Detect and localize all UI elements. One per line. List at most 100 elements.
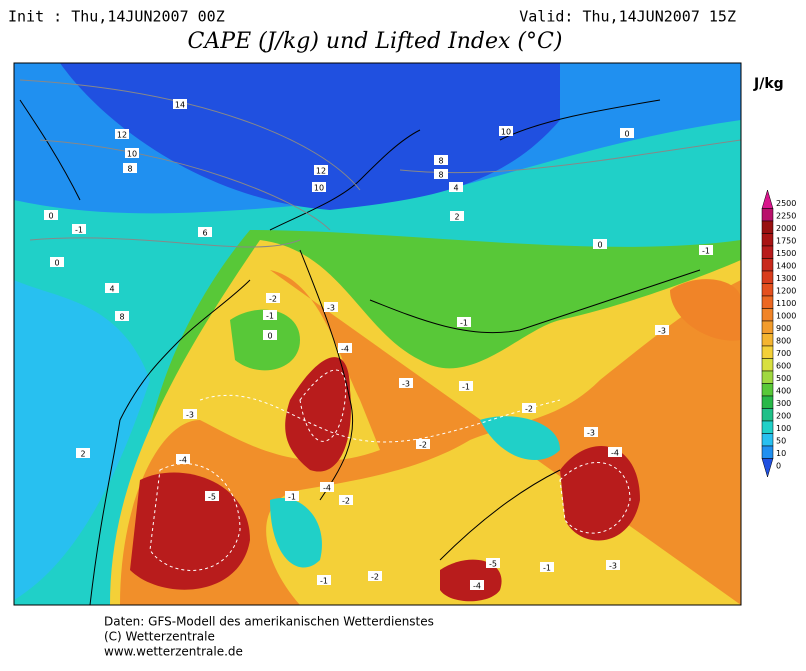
contour-label: 0 bbox=[597, 241, 602, 250]
contour-label: -3 bbox=[327, 304, 335, 313]
colorbar-label: 200 bbox=[776, 411, 791, 420]
colorbar-label: 1200 bbox=[776, 286, 796, 295]
contour-label: -4 bbox=[341, 345, 349, 354]
contour-label-box bbox=[450, 211, 464, 221]
contour-label-box bbox=[486, 558, 500, 568]
contour-label: -4 bbox=[179, 456, 187, 465]
contour-label: 4 bbox=[453, 184, 458, 193]
contour-label-box bbox=[176, 454, 190, 464]
contour-label-box bbox=[72, 224, 86, 234]
contour-label-box bbox=[125, 148, 139, 158]
contour-label: 2 bbox=[454, 213, 459, 222]
colorbar-swatch bbox=[761, 445, 774, 459]
contour-label: -3 bbox=[658, 327, 666, 336]
colorbar-tip bbox=[761, 189, 774, 209]
contour-label: 8 bbox=[438, 171, 443, 180]
contour-label-box bbox=[470, 580, 484, 590]
colorbar-tip bbox=[761, 458, 774, 478]
contour-label: 0 bbox=[48, 212, 53, 221]
colorbar-swatch bbox=[761, 295, 774, 309]
contour-label-box bbox=[522, 403, 536, 413]
colorbar-label: 900 bbox=[776, 324, 791, 333]
contour-label: -3 bbox=[609, 562, 617, 571]
contour-label: -1 bbox=[462, 383, 470, 392]
contour-label: -4 bbox=[473, 582, 481, 591]
contour-label-box bbox=[205, 491, 219, 501]
contour-label-box bbox=[416, 439, 430, 449]
colorbar-swatch bbox=[761, 333, 774, 347]
contour-label: -1 bbox=[288, 493, 296, 502]
colorbar-swatch bbox=[761, 308, 774, 322]
colorbar-swatch bbox=[761, 370, 774, 384]
contour-label-box bbox=[655, 325, 669, 335]
colorbar-swatch bbox=[761, 358, 774, 372]
contour-label: 0 bbox=[267, 332, 272, 341]
contour-label: -3 bbox=[186, 411, 194, 420]
contour-label: -4 bbox=[323, 484, 331, 493]
contour-label: 10 bbox=[501, 128, 511, 137]
contour-label: -1 bbox=[543, 564, 551, 573]
contour-label: -2 bbox=[525, 405, 533, 414]
contour-label-box bbox=[434, 155, 448, 165]
contour-label-box bbox=[449, 182, 463, 192]
contour-label-box bbox=[368, 571, 382, 581]
colorbar-swatch bbox=[761, 320, 774, 334]
contour-label-box bbox=[608, 447, 622, 457]
contour-labels: 14 12 10 8 12 10 8 8 4 2 10 0 -1 0 6 4 8 0 -2 -1 0 -3 -4 -3 -2 -1… bbox=[44, 99, 713, 591]
colorbar-label: 300 bbox=[776, 399, 791, 408]
valid-time: Valid: Thu,14JUN2007 15Z bbox=[519, 8, 736, 26]
colorbar-label: 800 bbox=[776, 336, 791, 345]
colorbar-swatch bbox=[761, 283, 774, 297]
contour-label-box bbox=[339, 495, 353, 505]
contour-label-box bbox=[320, 482, 334, 492]
colorbar-swatch bbox=[761, 408, 774, 422]
contour-label: -3 bbox=[587, 429, 595, 438]
contour-label: 4 bbox=[109, 285, 114, 294]
contour-label-box bbox=[44, 210, 58, 220]
footer-line: www.wetterzentrale.de bbox=[104, 645, 243, 659]
contour-label: -2 bbox=[371, 573, 379, 582]
contour-label-box bbox=[606, 560, 620, 570]
contour-label-box bbox=[540, 562, 554, 572]
colorbar-label: 1400 bbox=[776, 261, 796, 270]
contour-label-box bbox=[314, 165, 328, 175]
colorbar-swatch bbox=[761, 345, 774, 359]
colorbar-unit: J/kg bbox=[753, 76, 784, 92]
colorbar: 2500225020001750150014001300120011001000… bbox=[761, 189, 796, 478]
colorbar-label: 1300 bbox=[776, 274, 796, 283]
contour-label: -1 bbox=[266, 312, 274, 321]
colorbar-swatch bbox=[761, 233, 774, 247]
colorbar-swatch bbox=[761, 395, 774, 409]
colorbar-label: 1750 bbox=[776, 236, 796, 245]
contour-label: 8 bbox=[119, 313, 124, 322]
footer-line: Daten: GFS-Modell des amerikanischen Wet… bbox=[104, 615, 434, 629]
contour-label: -5 bbox=[489, 560, 497, 569]
colorbar-swatch bbox=[761, 420, 774, 434]
contour-label-box bbox=[173, 99, 187, 109]
contour-label: 2 bbox=[80, 450, 85, 459]
contour-label: -5 bbox=[208, 493, 216, 502]
contour-label-box bbox=[115, 311, 129, 321]
colorbar-label: 10 bbox=[776, 449, 786, 458]
contour-label-box bbox=[317, 575, 331, 585]
contour-label: 0 bbox=[54, 259, 59, 268]
map-title: CAPE (J/kg) und Lifted Index (°C) bbox=[188, 29, 563, 54]
colorbar-swatch bbox=[761, 245, 774, 259]
contour-label-box bbox=[183, 409, 197, 419]
contour-label-box bbox=[123, 163, 137, 173]
contour-label-box bbox=[324, 302, 338, 312]
contour-label: 10 bbox=[127, 150, 137, 159]
contour-label-box bbox=[593, 239, 607, 249]
colorbar-label: 1100 bbox=[776, 299, 796, 308]
map-field bbox=[14, 63, 741, 605]
contour-label: -1 bbox=[320, 577, 328, 586]
contour-label: 8 bbox=[438, 157, 443, 166]
colorbar-swatch bbox=[761, 383, 774, 397]
contour-label-box bbox=[263, 330, 277, 340]
contour-label-box bbox=[115, 129, 129, 139]
contour-label-box bbox=[338, 343, 352, 353]
colorbar-swatch bbox=[761, 270, 774, 284]
contour-label-box bbox=[312, 182, 326, 192]
colorbar-label: 2000 bbox=[776, 224, 796, 233]
